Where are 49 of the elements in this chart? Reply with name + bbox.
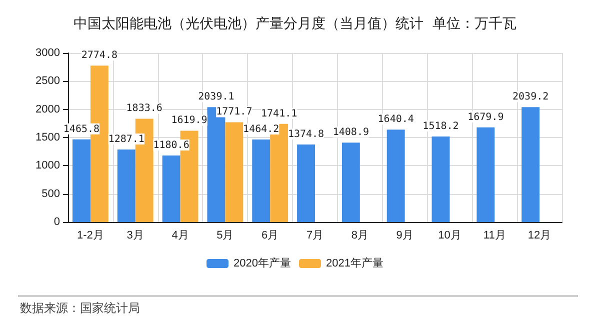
y-tick-label: 2500 (36, 75, 60, 88)
x-tick-label: 1-2月 (77, 230, 104, 242)
bar (432, 136, 450, 222)
bar (252, 140, 270, 222)
data-label: 1180.6 (153, 140, 190, 151)
data-label: 2039.1 (198, 92, 234, 103)
y-tick-label: 2000 (36, 103, 60, 116)
chart-title: 中国太阳能电池（光伏电池）产量分月度（当月值）统计 单位：万千瓦 (74, 16, 516, 32)
y-tick-label: 3000 (36, 47, 60, 59)
bar (162, 155, 180, 222)
y-tick-label: 0 (54, 216, 60, 228)
data-label: 1374.8 (288, 129, 324, 140)
data-label: 1619.9 (171, 115, 208, 126)
data-label: 1833.6 (126, 103, 162, 114)
x-tick-label: 7月 (306, 230, 324, 242)
x-tick-label: 11月 (483, 230, 506, 242)
bar (342, 142, 360, 222)
x-tick-label: 5月 (216, 230, 234, 242)
x-tick-label: 6月 (262, 230, 279, 242)
data-label: 1465.8 (63, 124, 100, 135)
data-label: 2039.2 (512, 92, 549, 103)
data-label: 1741.1 (261, 108, 298, 120)
x-tick-label: 9月 (396, 230, 414, 242)
data-label: 1464.2 (243, 124, 280, 136)
data-label: 2774.8 (81, 50, 118, 62)
data-label: 1679.9 (468, 112, 504, 123)
data-label: 1408.9 (332, 127, 369, 138)
x-tick-label: 12月 (528, 230, 552, 242)
data-label: 1771.7 (216, 106, 252, 118)
legend-label: 2020年产量 (234, 256, 292, 270)
x-tick-label: 3月 (126, 230, 144, 242)
bar (72, 139, 90, 222)
bar (225, 122, 244, 222)
data-label: 1518.2 (422, 120, 459, 132)
bar (386, 130, 405, 222)
x-tick-label: 8月 (351, 230, 368, 242)
bar (297, 144, 315, 222)
data-label: 1640.4 (378, 114, 414, 126)
bar (117, 149, 136, 222)
source-note: 数据来源：国家统计局 (20, 301, 140, 315)
x-tick-label: 10月 (438, 230, 462, 242)
legend-label: 2021年产量 (326, 256, 384, 270)
x-tick-label: 4月 (172, 230, 189, 242)
data-label: 1287.1 (108, 134, 144, 145)
y-tick-label: 1500 (36, 132, 60, 144)
y-tick-label: 500 (42, 188, 60, 200)
y-tick-label: 1000 (36, 160, 60, 172)
bar (522, 107, 540, 222)
bar (476, 127, 495, 222)
